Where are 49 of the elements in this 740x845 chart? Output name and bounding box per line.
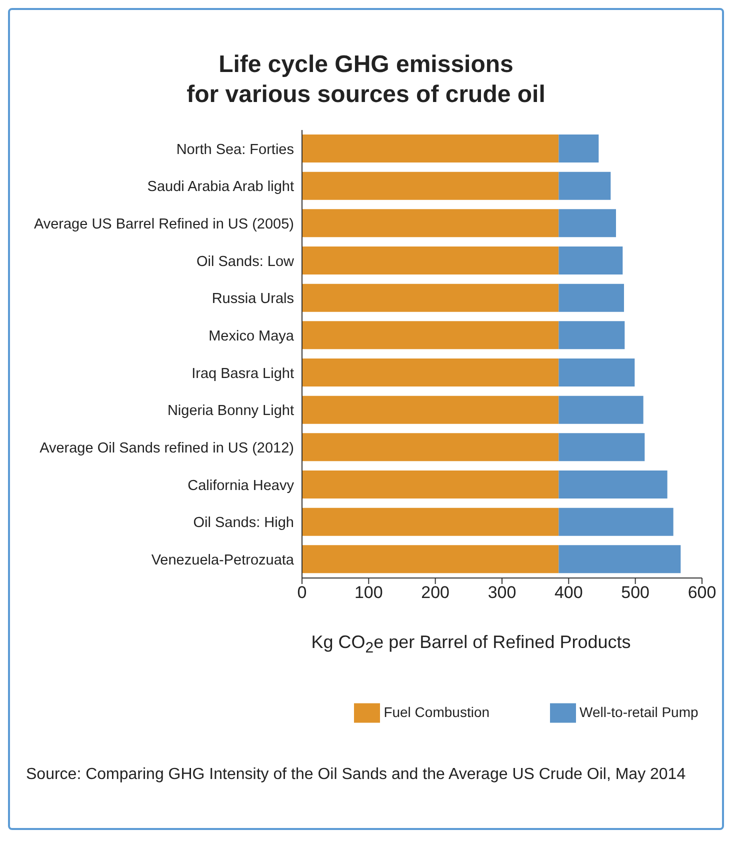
bar xyxy=(302,209,559,238)
y-tick-label: Saudi Arabia Arab light xyxy=(147,179,294,196)
bar xyxy=(302,470,559,498)
x-tick-label: 400 xyxy=(554,583,583,602)
bar xyxy=(558,508,674,536)
bar xyxy=(302,433,559,462)
y-tick-label: Average US Barrel Refined in US (2005) xyxy=(34,216,294,232)
x-tick-label: 200 xyxy=(421,583,450,602)
bar xyxy=(558,545,681,574)
bar xyxy=(558,172,611,200)
legend-label: Well-to-retail Pump xyxy=(580,704,698,720)
y-tick-label: Average Oil Sands refined in US (2012) xyxy=(40,440,294,456)
bar xyxy=(302,396,559,424)
x-tick-label: 500 xyxy=(621,583,650,602)
legend-label: Fuel Combustion xyxy=(384,704,490,720)
bar xyxy=(302,358,559,386)
bar xyxy=(302,508,559,536)
y-tick-label: North Sea: Forties xyxy=(176,142,294,158)
bar xyxy=(302,284,559,312)
bar xyxy=(302,172,559,200)
source-note: Source: Comparing GHG Intensity of the Oil Sands and the Average US Crude Oil, May 2014 xyxy=(26,765,687,785)
chart-title: Life cycle GHG emissions for various sources of crude oil xyxy=(186,50,546,110)
y-tick-label: Venezuela-Petrozuata xyxy=(151,552,295,568)
y-tick-label: Russia Urals xyxy=(212,291,294,308)
bar xyxy=(558,396,644,424)
y-tick-label: Nigeria Bonny Light xyxy=(167,403,294,420)
bar xyxy=(302,545,559,574)
x-tick-label: 0 xyxy=(297,583,307,602)
y-tick-label: California Heavy xyxy=(188,478,295,494)
x-axis-title: Kg CO$_{2}$e per Barrel of Refined Products xyxy=(310,632,632,657)
y-tick-label: Oil Sands: Low xyxy=(196,254,295,270)
bar xyxy=(302,246,559,274)
bar xyxy=(558,134,599,162)
bar xyxy=(558,209,616,238)
bar xyxy=(302,321,559,350)
bar xyxy=(558,433,645,462)
x-tick-label: 100 xyxy=(354,583,383,602)
bar xyxy=(558,321,625,350)
bar xyxy=(558,284,624,312)
bar xyxy=(558,358,635,386)
x-tick-label: 300 xyxy=(488,583,516,602)
y-tick-label: Mexico Maya xyxy=(208,328,295,344)
bar xyxy=(302,134,559,162)
y-tick-label: Oil Sands: High xyxy=(193,515,294,532)
x-tick-label: 600 xyxy=(688,583,716,602)
bar xyxy=(558,470,668,498)
frame: Life cycle GHG emissions for various sources of crude oil Fuel Combustion Well-to-retail Pump 0 100 200 300 400 500 600 North Sea: Forties Saudi Arabia Arab light Average US Barrel Refined in US (2005) Oil Sands: Low Russia Urals Mexico Maya Iraq Basra Light Nigeria Bonny Light Average Oil Sands refined in US (2012) California Heavy Oil Sands: High Venezuela-Petrozuata Kg CO$_{2}$e per Barrel of Refined Products Source: Comparing GHG Intensity of the Oil Sands and the Average US Crude Oil, May 2014 xyxy=(8,8,724,830)
y-tick-label: Iraq Basra Light xyxy=(192,366,294,382)
bar xyxy=(558,246,623,274)
